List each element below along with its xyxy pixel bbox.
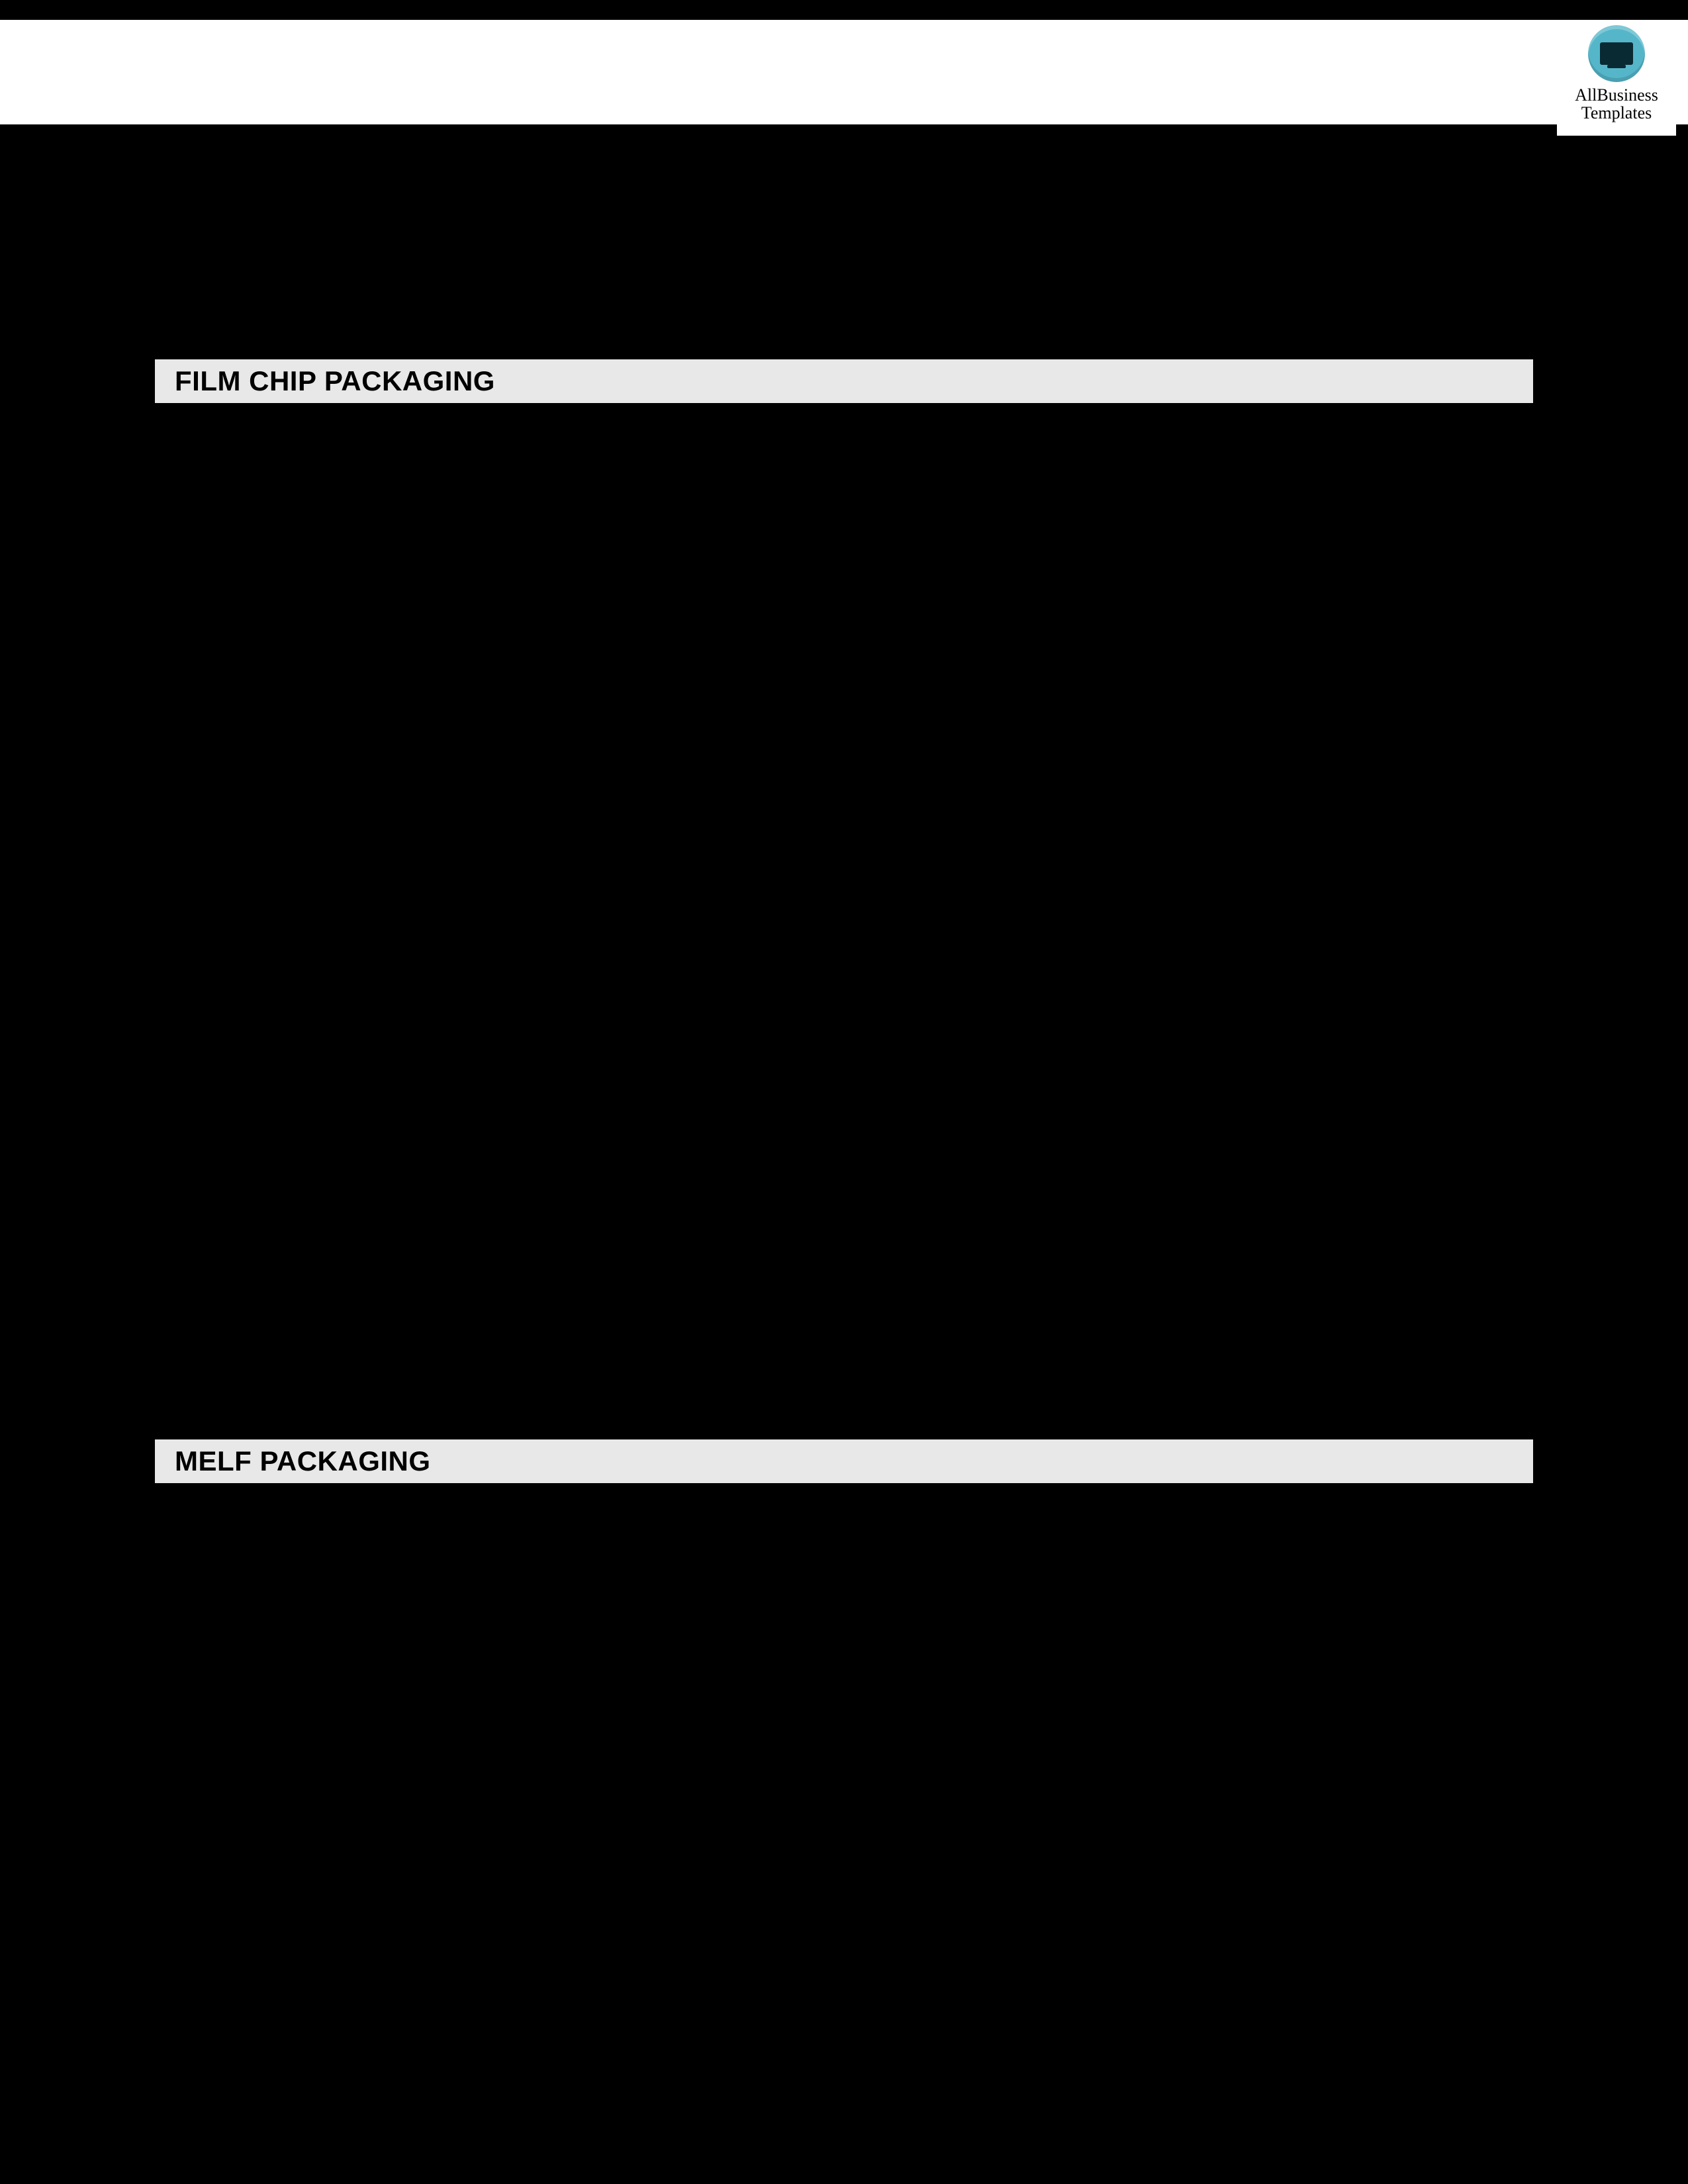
monitor-icon xyxy=(1600,42,1633,65)
brand-line1: AllBusiness xyxy=(1575,85,1658,105)
brand-box: AllBusiness Templates xyxy=(1557,20,1676,136)
section-heading-label: FILM CHIP PACKAGING xyxy=(175,365,495,397)
section-heading: FILM CHIP PACKAGING xyxy=(155,359,1533,403)
brand-logo-icon xyxy=(1588,25,1645,82)
section-heading-label: MELF PACKAGING xyxy=(175,1445,431,1477)
header-strip xyxy=(0,20,1688,124)
brand-text: AllBusiness Templates xyxy=(1575,86,1658,122)
brand-line2: Templates xyxy=(1575,104,1658,122)
section-heading: MELF PACKAGING xyxy=(155,1439,1533,1483)
